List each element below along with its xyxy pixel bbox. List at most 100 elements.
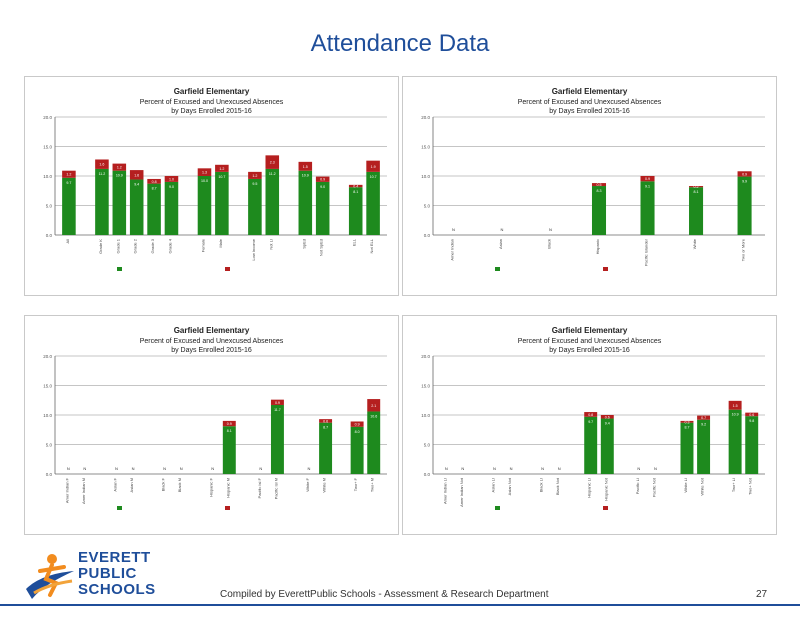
bar-excused: [112, 170, 127, 235]
bar-label-excused: 8.3: [597, 189, 602, 193]
bar-label-excused: 11.7: [274, 408, 281, 412]
x-tick-label: Hispanic: [595, 239, 600, 254]
bar-unexcused: [584, 412, 598, 417]
bar-label-unexcused: 0.9: [275, 401, 280, 405]
x-tick-label: Asian: [498, 239, 503, 249]
bar-excused: [697, 419, 711, 474]
x-tick-label: Pacific Isl M: [273, 478, 278, 499]
bar-label-unexcused: 1.2: [219, 167, 224, 171]
bar-unexcused: [689, 186, 704, 188]
chart-title: Garfield Elementary: [174, 326, 250, 335]
na-label: N: [501, 227, 504, 232]
bar-excused: [728, 409, 742, 474]
logo-line1: EVERETT: [78, 549, 151, 566]
bar-excused: [584, 416, 598, 474]
x-tick-label: Grade 3: [150, 238, 155, 253]
chart-subtitle: Percent of Excused and Unexcused Absence…: [518, 338, 662, 345]
legend-swatch-unexcused: [603, 267, 608, 271]
bar-label-unexcused: 0.8: [152, 180, 157, 184]
bar-unexcused: [315, 176, 330, 182]
bar-excused: [591, 186, 607, 235]
bar-label-unexcused: 1.2: [252, 174, 257, 178]
bar-unexcused: [298, 161, 313, 171]
bar-excused: [745, 416, 759, 474]
bar-label-excused: 8.1: [227, 429, 232, 433]
x-tick-label: Not LI: [268, 239, 273, 250]
bar-label-excused: 8.1: [353, 190, 358, 194]
y-tick-label: 10.0: [421, 174, 430, 179]
footer-credit: Compiled by EverettPublic Schools - Asse…: [220, 589, 549, 600]
y-tick-label: 15.0: [421, 145, 430, 150]
bar-label-excused: 10.9: [302, 174, 309, 178]
y-tick-label: 20.0: [43, 115, 52, 120]
x-tick-label: White LI: [683, 478, 688, 493]
y-tick-label: 5.0: [424, 443, 431, 448]
bar-label-excused: 10.7: [370, 175, 377, 179]
x-tick-label: Black M: [177, 478, 182, 492]
x-tick-label: Pacific Islander: [644, 238, 649, 266]
x-tick-label: All: [65, 239, 70, 244]
chart-title: Garfield Elementary: [552, 87, 628, 96]
bar-label-excused: 10.9: [732, 413, 739, 417]
x-tick-label: Hispanic Not: [603, 477, 608, 501]
x-tick-label: Female: [200, 238, 205, 252]
bar-label-unexcused: 0.9: [355, 423, 360, 427]
bar-excused: [737, 176, 752, 235]
x-tick-label: Pacific Not: [651, 477, 656, 497]
bar-unexcused: [147, 178, 161, 184]
x-tick-label: SpEd: [301, 239, 306, 249]
bar-label-unexcused: 2.1: [371, 404, 376, 408]
x-tick-label: Hispanic M: [225, 478, 230, 498]
bar-unexcused: [350, 421, 364, 427]
x-tick-label: White: [692, 238, 697, 249]
slide-title: Attendance Data: [310, 30, 490, 57]
bar-excused: [350, 426, 364, 474]
x-tick-label: Hispanic F: [209, 477, 214, 496]
na-label: N: [637, 466, 640, 471]
page-number: 27: [756, 589, 768, 600]
x-tick-label: Grade 4: [167, 238, 172, 253]
y-tick-label: 15.0: [43, 384, 52, 389]
legend-swatch-unexcused: [225, 506, 230, 510]
y-tick-label: 0.0: [424, 472, 431, 477]
bar-label-unexcused: 1.6: [134, 173, 139, 177]
bar-label-unexcused: 0.8: [588, 413, 593, 417]
bar-label-unexcused: 2.3: [270, 161, 275, 165]
bar-excused: [265, 168, 280, 235]
chart-subtitle: Percent of Excused and Unexcused Absence…: [518, 99, 662, 106]
bar-excused: [348, 187, 363, 235]
bar-label-unexcused: 1.2: [66, 173, 71, 177]
bar-label-unexcused: 0.9: [742, 172, 747, 176]
na-label: N: [493, 466, 496, 471]
bar-unexcused: [367, 399, 381, 412]
bar-label-excused: 8.7: [323, 426, 328, 430]
bar-unexcused: [215, 164, 229, 172]
chart-ethnicity-gender: Garfield Elementary Percent of Excused an…: [43, 326, 387, 510]
bar-unexcused: [348, 184, 363, 188]
bar-unexcused: [640, 176, 655, 182]
y-tick-label: 5.0: [424, 204, 431, 209]
bar-label-excused: 9.1: [645, 184, 650, 188]
legend-swatch-unexcused: [603, 506, 608, 510]
bar-label-unexcused: 0.3: [684, 420, 689, 424]
bar-unexcused: [62, 170, 76, 178]
x-tick-label: Amer Indian F: [64, 477, 69, 503]
chart-title: Garfield Elementary: [174, 87, 250, 96]
x-tick-label: Two+ F: [353, 477, 358, 491]
x-tick-label: Not ELL: [369, 238, 374, 253]
bar-unexcused: [222, 420, 236, 427]
bar-label-unexcused: 1.3: [202, 171, 207, 175]
bar-label-excused: 10.7: [218, 175, 225, 179]
bar-unexcused: [265, 155, 280, 169]
bar-excused: [270, 404, 284, 474]
bar-label-unexcused: 0.9: [645, 177, 650, 181]
bar-label-excused: 9.9: [742, 180, 747, 184]
x-tick-label: Amer Indian: [449, 239, 454, 261]
na-label: N: [558, 466, 561, 471]
bar-unexcused: [270, 399, 284, 405]
chart-panel-ethnicity: Garfield Elementary Percent of Excused an…: [402, 76, 777, 296]
y-tick-label: 15.0: [421, 384, 430, 389]
na-label: N: [452, 227, 455, 232]
bar-unexcused: [197, 168, 212, 176]
chart-subtitle-year: by Days Enrolled 2015-16: [171, 347, 252, 354]
